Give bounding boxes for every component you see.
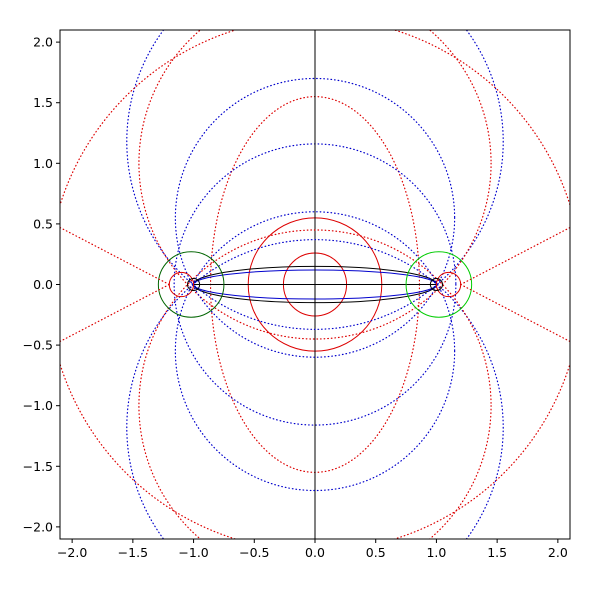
- series-blue-circle-12: [174, 77, 456, 358]
- x-tick-label: 1.5: [487, 545, 507, 560]
- x-tick-label: −1.0: [178, 545, 208, 560]
- y-tick-label: 1.5: [33, 95, 53, 110]
- series-green-circle-16: [405, 251, 473, 318]
- series-red-circle-18: [435, 271, 462, 298]
- series-red-line-21: [60, 226, 170, 286]
- series-red-line-22: [60, 283, 170, 343]
- series-dark_green-circle-15: [157, 251, 225, 318]
- series-red-circle-10: [138, 30, 492, 340]
- x-axis: −2.0 −1.5 −1.0 −0.5 0.0 0.5 1.0 1.5 2.0: [57, 539, 568, 560]
- series-red-line-23: [460, 226, 570, 286]
- x-tick-label: −1.5: [118, 545, 148, 560]
- x-tick-label: 0.5: [366, 545, 386, 560]
- plot-area: [60, 30, 570, 539]
- x-tick-label: 2.0: [548, 545, 568, 560]
- series-blue-circle-13: [174, 211, 456, 492]
- series-blue-circle-9: [126, 239, 504, 539]
- y-tick-label: 0.0: [33, 277, 53, 292]
- series-blue-circle-8: [126, 30, 504, 330]
- y-tick-label: −1.5: [23, 459, 53, 474]
- series-red-line-24: [460, 283, 570, 343]
- y-tick-label: 2.0: [33, 35, 53, 50]
- y-tick-label: −0.5: [23, 338, 53, 353]
- y-axis: −2.0 −1.5 −1.0 −0.5 0.0 0.5 1.0 1.5 2.0: [23, 35, 60, 534]
- x-tick-label: 1.0: [426, 545, 446, 560]
- y-tick-label: −1.0: [23, 398, 53, 413]
- x-tick-label: −2.0: [57, 545, 87, 560]
- x-tick-label: −0.5: [239, 545, 269, 560]
- series-black-circle-19: [187, 277, 201, 292]
- y-tick-label: 0.5: [33, 216, 53, 231]
- y-tick-label: −2.0: [23, 519, 53, 534]
- series-red-circle-17: [168, 271, 195, 298]
- series-red-circle-11: [138, 229, 492, 539]
- x-tick-label: 0.0: [305, 545, 325, 560]
- series-black-circle-20: [429, 277, 443, 292]
- y-tick-label: 1.0: [33, 156, 53, 171]
